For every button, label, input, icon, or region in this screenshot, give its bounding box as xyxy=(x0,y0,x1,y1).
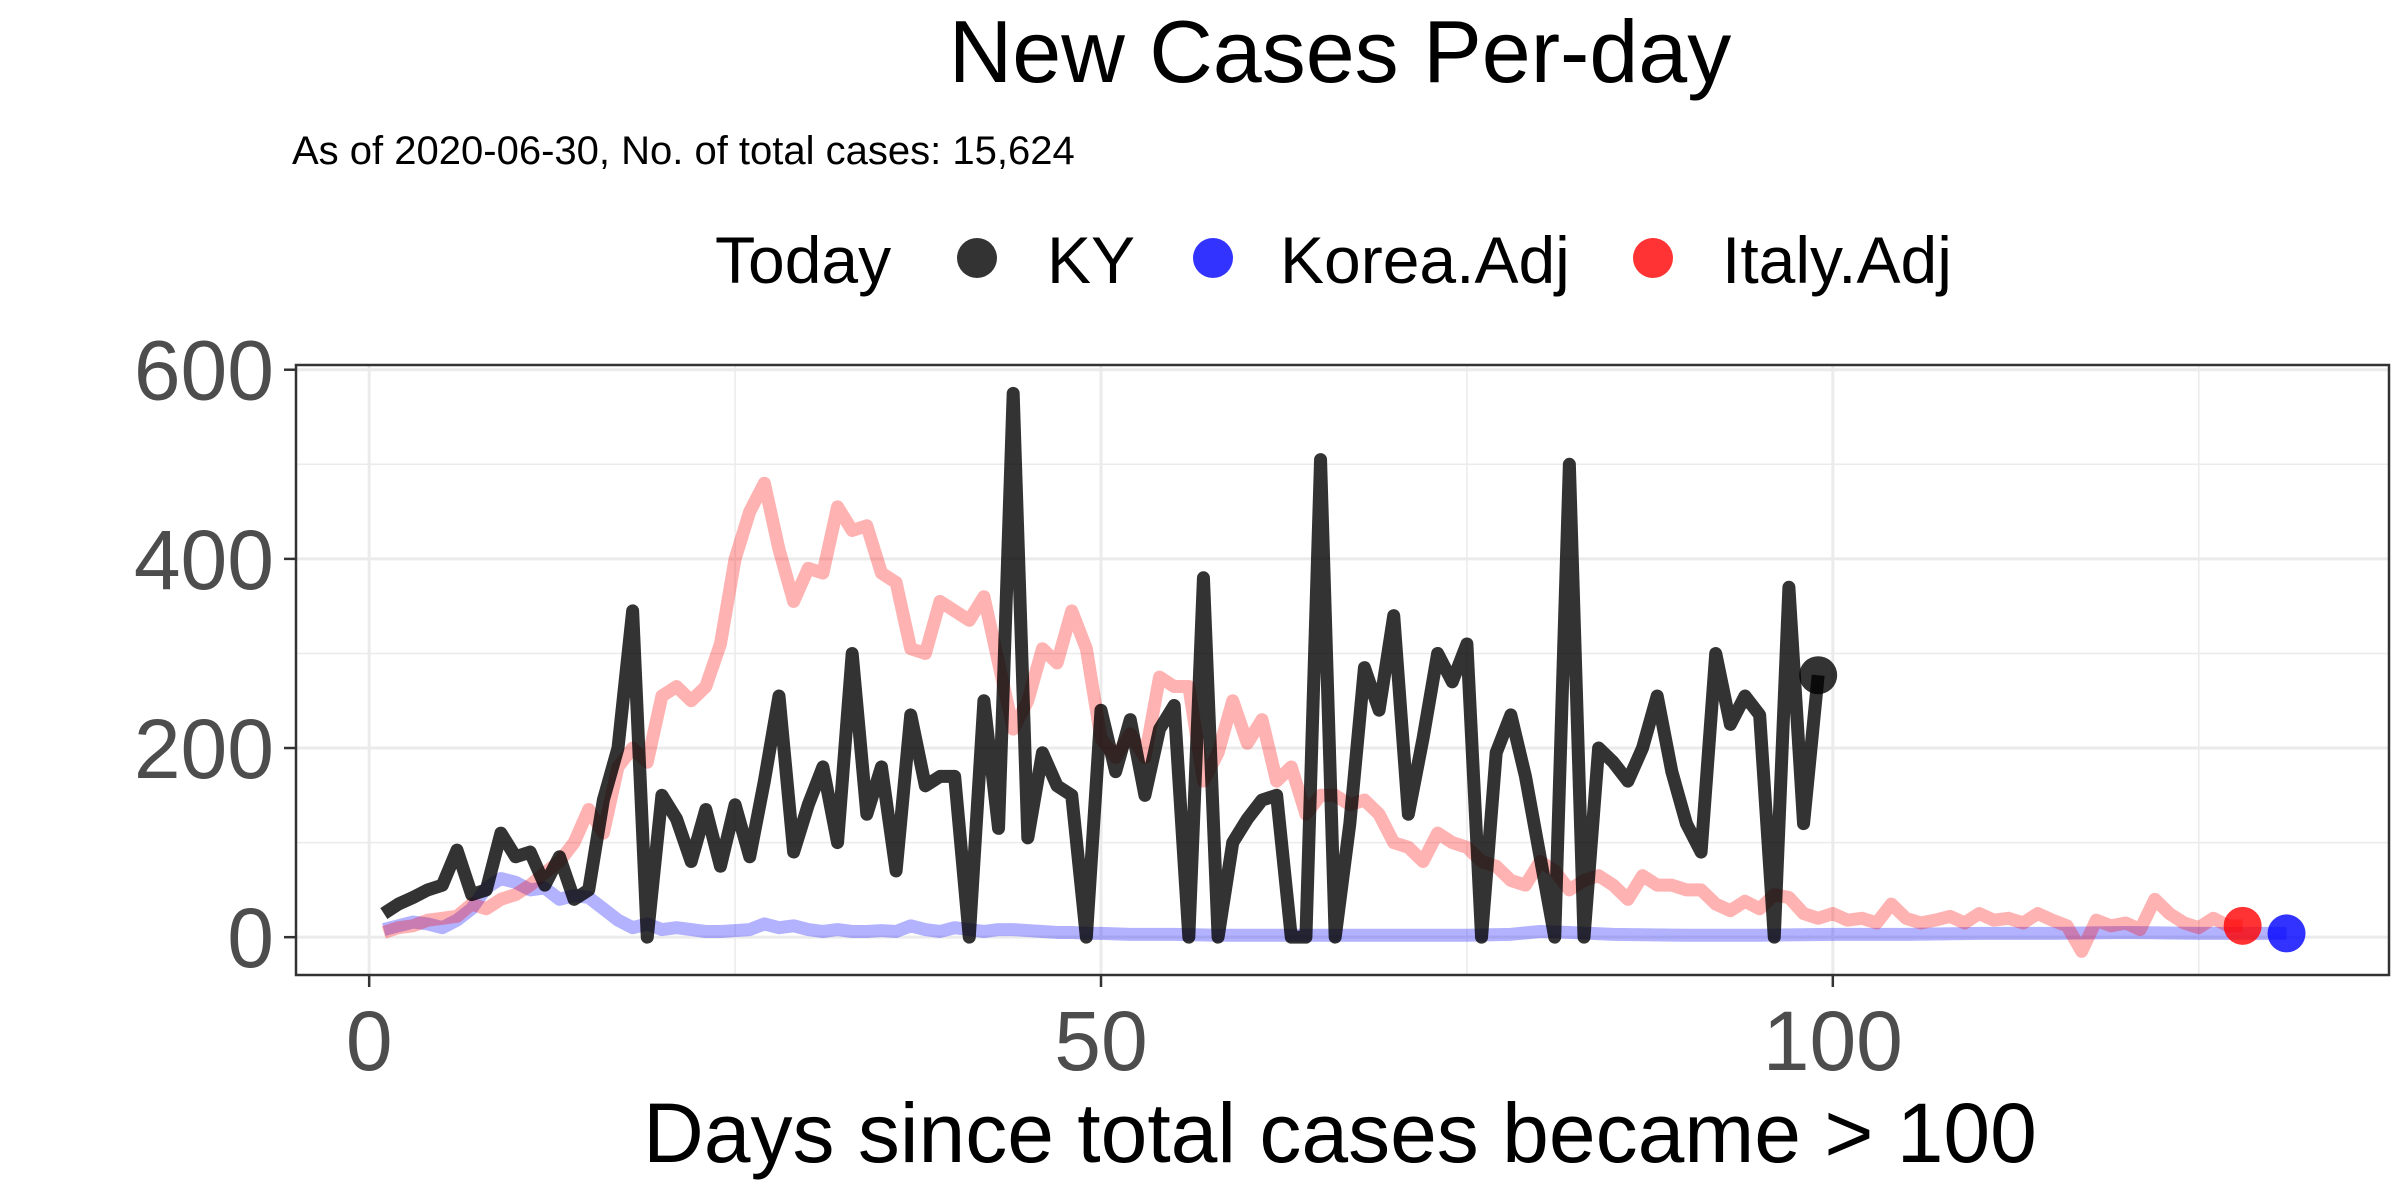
series-line-korea-adj xyxy=(382,872,2287,942)
y-tick-label-600: 600 xyxy=(134,324,274,418)
x-axis-title: Days since total cases became > 100 xyxy=(643,1086,2037,1180)
chart-subtitle: As of 2020-06-30, No. of total cases: 15… xyxy=(292,129,1075,173)
y-axis: 0 200 400 600 xyxy=(134,324,296,985)
chart-title: New Cases Per-day xyxy=(949,2,1732,101)
legend-key-ky xyxy=(957,238,997,278)
x-tick-label-0: 0 xyxy=(346,994,393,1088)
today-point-korea-adj xyxy=(2267,914,2306,953)
x-tick-label-100: 100 xyxy=(1763,994,1903,1088)
today-points xyxy=(1799,656,2306,953)
series-line-ky xyxy=(380,386,1825,944)
today-point-italy-adj xyxy=(2223,906,2262,945)
today-point-ky xyxy=(1799,656,1838,695)
chart-legend: Today KY Korea.Adj Italy.Adj xyxy=(715,223,1952,297)
y-tick-label-400: 400 xyxy=(134,513,274,607)
y-tick-label-200: 200 xyxy=(134,702,274,796)
x-axis: 0 50 100 xyxy=(346,975,1903,1088)
y-tick-label-0: 0 xyxy=(227,891,274,985)
legend-label-korea-adj: Korea.Adj xyxy=(1280,223,1570,297)
legend-key-italy-adj xyxy=(1633,238,1673,278)
legend-key-korea-adj xyxy=(1193,238,1233,278)
legend-label-italy-adj: Italy.Adj xyxy=(1722,223,1952,297)
series-layer xyxy=(380,386,2287,958)
x-tick-label-50: 50 xyxy=(1054,994,1147,1088)
plot-panel-border xyxy=(294,363,2391,977)
legend-label-ky: KY xyxy=(1047,223,1135,297)
legend-title: Today xyxy=(715,223,891,297)
